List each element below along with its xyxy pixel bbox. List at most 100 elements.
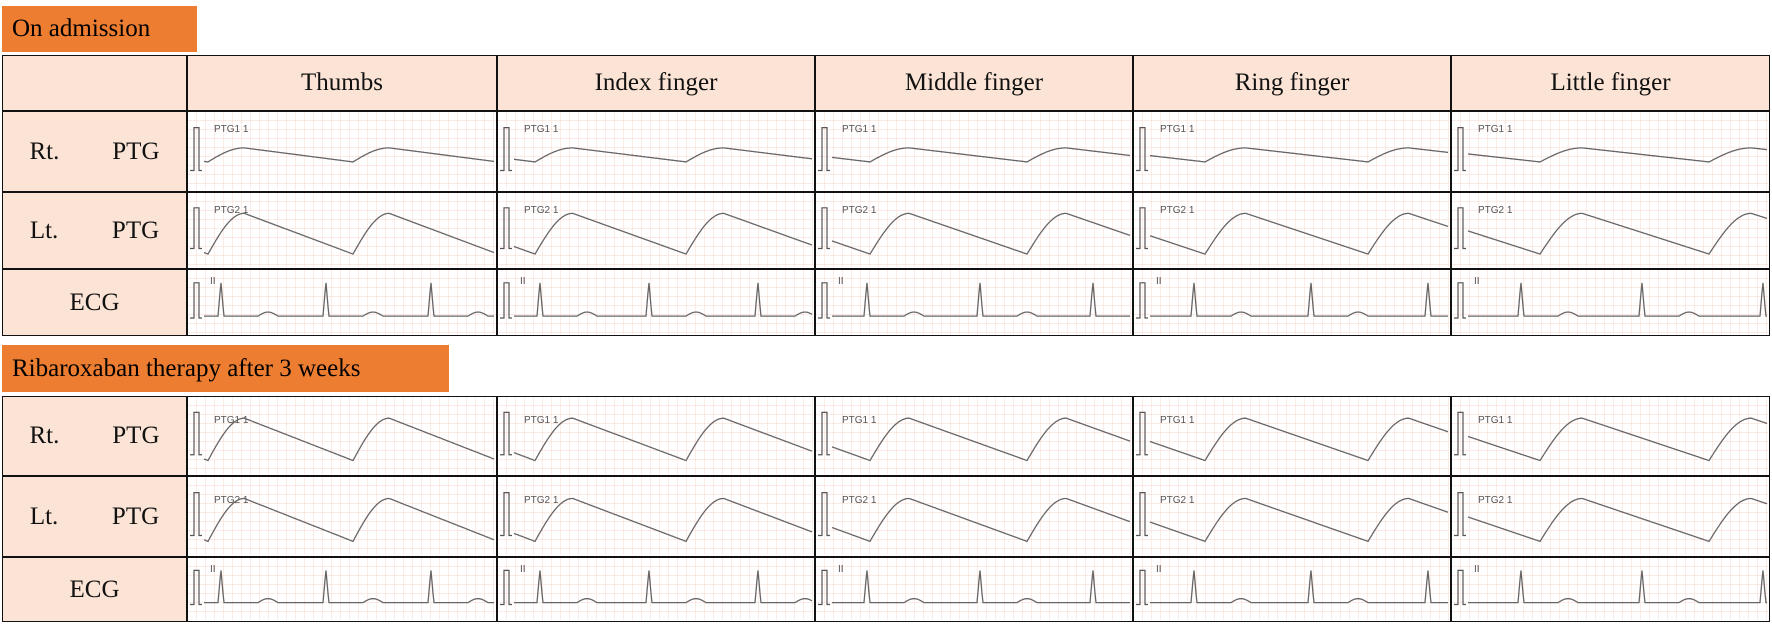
calibration-pulse: [818, 569, 830, 606]
calibration-pulse: [1136, 207, 1148, 250]
column-header: Little finger: [1451, 55, 1770, 111]
waveform: [831, 497, 1131, 543]
row-side: Rt.: [29, 422, 60, 449]
trace: PTG2 1: [498, 193, 813, 267]
calibration-pulse: [1454, 569, 1466, 606]
grid: [188, 112, 495, 190]
header-corner: [2, 55, 187, 111]
grid: [498, 477, 813, 555]
trace-label: PTG1 1: [1478, 124, 1513, 135]
trace: PTG1 1: [1452, 397, 1768, 474]
trace-cell: PTG1 1: [1133, 111, 1451, 192]
calibration-pulse: [190, 411, 202, 456]
section-title: On admission: [2, 6, 197, 52]
trace: II: [1134, 558, 1449, 620]
calibration-pulse: [190, 492, 202, 537]
grid: [1452, 558, 1768, 620]
column-header: Index finger: [497, 55, 815, 111]
trace-cell: PTG1 1: [1133, 396, 1451, 476]
trace-cell: II: [497, 269, 815, 336]
calibration-pulse: [500, 282, 512, 319]
waveform: [513, 417, 813, 462]
trace-cell: II: [1133, 557, 1451, 622]
column-header: Thumbs: [187, 55, 497, 111]
calibration-pulse: [500, 492, 512, 537]
trace: PTG1 1: [816, 397, 1131, 474]
trace: PTG1 1: [188, 112, 495, 190]
grid: [816, 193, 1131, 267]
trace-cell: PTG2 1: [1133, 192, 1451, 269]
trace-label: PTG1 1: [1478, 415, 1513, 426]
waveform: [1467, 212, 1768, 255]
trace: II: [1452, 270, 1768, 334]
grid: [1134, 270, 1449, 334]
grid: [498, 112, 813, 190]
trace: PTG2 1: [188, 477, 495, 555]
waveform: [514, 282, 813, 317]
waveform: [1468, 282, 1767, 317]
trace-label: PTG2 1: [1160, 205, 1195, 216]
trace: PTG2 1: [1134, 477, 1449, 555]
trace-cell: PTG2 1: [1451, 476, 1770, 557]
trace-label: PTG1 1: [524, 124, 559, 135]
calibration-pulse: [500, 127, 512, 172]
waveform: [1467, 147, 1768, 163]
waveform: [1468, 570, 1767, 604]
column-header: Middle finger: [815, 55, 1133, 111]
trace-label: PTG2 1: [524, 205, 559, 216]
calibration-pulse: [500, 207, 512, 250]
waveform: [1150, 282, 1448, 317]
trace-label: II: [520, 276, 526, 287]
waveform: [203, 147, 495, 163]
waveform: [1149, 417, 1449, 462]
waveform: [204, 282, 494, 317]
grid: [498, 270, 813, 334]
row-signal: PTG: [111, 502, 160, 530]
trace-label: PTG2 1: [1160, 495, 1195, 506]
grid: [1452, 397, 1768, 474]
waveform: [1150, 570, 1448, 604]
trace-cell: II: [1451, 557, 1770, 622]
trace-label: PTG2 1: [214, 495, 249, 506]
grid: [188, 270, 495, 334]
trace-label: PTG1 1: [214, 415, 249, 426]
row-label: Lt. PTG: [2, 476, 187, 557]
grid: [188, 193, 495, 267]
calibration-pulse: [1136, 411, 1148, 456]
section-title: Ribaroxaban therapy after 3 weeks: [2, 345, 449, 392]
grid: [1134, 112, 1449, 190]
trace: PTG1 1: [1134, 397, 1449, 474]
calibration-pulse: [500, 411, 512, 456]
trace-cell: II: [187, 557, 497, 622]
waveform: [1149, 497, 1449, 543]
waveform: [831, 417, 1131, 462]
calibration-pulse: [190, 282, 202, 319]
calibration-pulse: [818, 282, 830, 319]
trace: PTG2 1: [1452, 477, 1768, 555]
trace-cell: PTG1 1: [497, 396, 815, 476]
trace-label: II: [1474, 276, 1480, 287]
trace-label: PTG1 1: [1160, 124, 1195, 135]
trace-label: II: [1474, 564, 1480, 575]
grid: [816, 270, 1131, 334]
row-label: ECG: [2, 557, 187, 622]
trace: PTG2 1: [498, 477, 813, 555]
trace-cell: II: [187, 269, 497, 336]
trace-label: PTG2 1: [842, 495, 877, 506]
trace-label: II: [210, 564, 216, 575]
trace: II: [816, 270, 1131, 334]
waveform: [1467, 417, 1768, 462]
trace-cell: II: [1451, 269, 1770, 336]
waveform: [831, 147, 1131, 163]
calibration-pulse: [1454, 127, 1466, 172]
grid: [188, 397, 495, 474]
waveform: [1149, 212, 1449, 255]
calibration-pulse: [1454, 282, 1466, 319]
trace-cell: II: [815, 269, 1133, 336]
trace-cell: PTG1 1: [1451, 396, 1770, 476]
row-label: ECG: [2, 269, 187, 336]
trace-cell: PTG2 1: [497, 192, 815, 269]
trace-cell: PTG1 1: [187, 396, 497, 476]
grid: [498, 397, 813, 474]
waveform: [832, 570, 1130, 604]
